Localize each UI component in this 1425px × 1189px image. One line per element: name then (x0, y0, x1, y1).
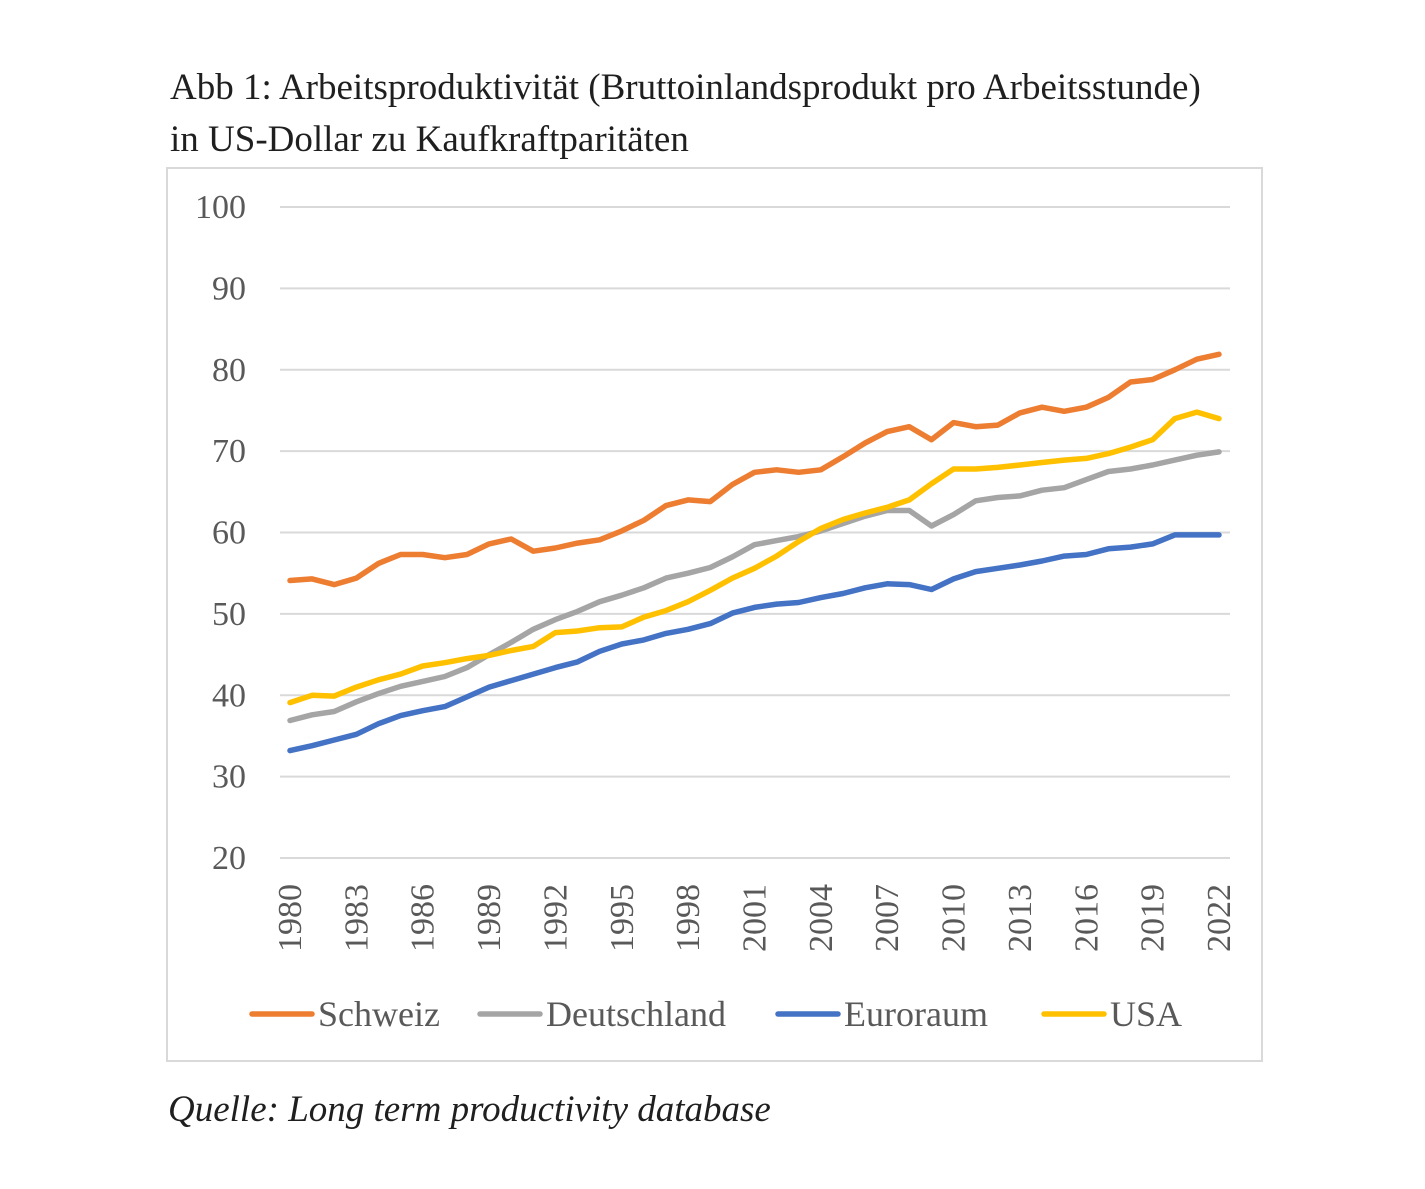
gridlines (280, 206, 1230, 859)
x-axis-ticks: 1980 1983 1986 1989 1992 1995 1998 2001 2004 2007… (272, 884, 1238, 952)
y-tick-label: 60 (212, 515, 246, 552)
x-tick-label: 1980 (272, 884, 309, 952)
chart-frame (166, 167, 1263, 1062)
y-tick-label: 70 (212, 433, 246, 470)
legend-label-usa: USA (1110, 994, 1182, 1034)
x-tick-label: 2001 (737, 884, 774, 952)
y-tick-label: 90 (212, 270, 246, 307)
y-tick-label: 50 (212, 596, 246, 633)
x-tick-label: 2022 (1201, 884, 1238, 952)
x-tick-label: 2019 (1135, 884, 1172, 952)
x-tick-label: 1998 (670, 884, 707, 952)
source-note: Quelle: Long term productivity database (168, 1089, 771, 1130)
legend-label-schweiz: Schweiz (318, 994, 440, 1034)
series-line-euroraum (287, 532, 1222, 754)
chart-title: Abb 1: Arbeitsproduktivität (Bruttoinlan… (170, 62, 1370, 166)
y-axis-ticks: 20 30 40 50 60 70 80 90 100 (195, 189, 246, 877)
x-tick-label: 1986 (405, 884, 442, 952)
legend: Schweiz Deutschland Euroraum USA (249, 994, 1182, 1034)
series-line-schweiz (287, 351, 1222, 588)
x-tick-label: 2004 (803, 884, 840, 952)
x-tick-label: 2010 (936, 884, 973, 952)
x-tick-label: 1989 (471, 884, 508, 952)
y-tick-label: 30 (212, 759, 246, 796)
title-line-2: in US-Dollar zu Kaufkraftparitäten (170, 119, 689, 160)
x-tick-label: 2007 (869, 884, 906, 952)
legend-label-deutschland: Deutschland (546, 994, 726, 1034)
series-line-deutschland (287, 449, 1222, 724)
y-tick-label: 20 (212, 840, 246, 877)
x-tick-label: 2013 (1002, 884, 1039, 952)
x-tick-label: 2016 (1068, 884, 1105, 952)
x-tick-label: 1983 (338, 884, 375, 952)
y-tick-label: 40 (212, 677, 246, 714)
series-line-usa (287, 409, 1222, 706)
title-line-1: Abb 1: Arbeitsproduktivität (Bruttoinlan… (170, 67, 1201, 108)
series-lines (287, 351, 1222, 754)
x-tick-label: 1995 (604, 884, 641, 952)
y-tick-label: 100 (195, 189, 246, 226)
x-tick-label: 1992 (537, 884, 574, 952)
legend-label-euroraum: Euroraum (844, 994, 988, 1034)
y-tick-label: 80 (212, 352, 246, 389)
